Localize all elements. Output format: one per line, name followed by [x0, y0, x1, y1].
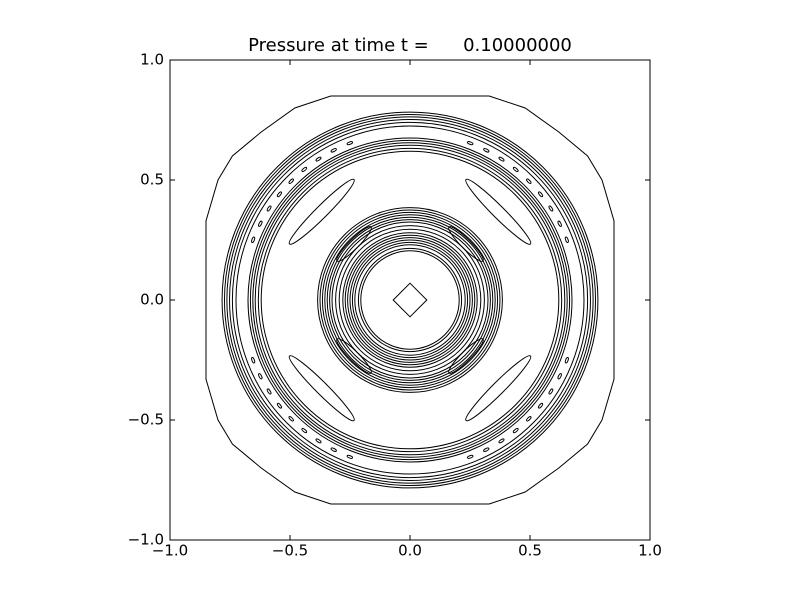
contour-line — [288, 416, 294, 422]
contour-line — [564, 236, 569, 244]
contour-line — [346, 141, 354, 146]
contour-line — [231, 121, 589, 479]
contour-line — [326, 216, 494, 384]
y-tick-label: −0.5 — [128, 411, 164, 429]
contour-set — [205, 95, 615, 505]
contour-line — [315, 156, 322, 162]
contour-line — [301, 166, 308, 172]
x-tick-label: 0.0 — [398, 542, 422, 560]
contour-line — [330, 148, 337, 153]
contour-line — [360, 250, 460, 350]
contour-line — [483, 148, 490, 153]
x-tick-label: −1.0 — [152, 542, 188, 560]
contour-line — [448, 338, 484, 374]
contour-line — [526, 178, 532, 184]
contour-line — [257, 147, 563, 453]
x-tick-label: 1.0 — [638, 542, 662, 560]
contour-line — [226, 116, 594, 484]
contour-line — [288, 178, 294, 184]
contour-line — [247, 137, 573, 463]
contour-line — [538, 191, 544, 198]
contour-line — [512, 428, 519, 434]
contour-line — [319, 209, 501, 391]
contour-line — [249, 139, 571, 461]
contour-line — [288, 355, 355, 422]
contour-line — [498, 156, 505, 162]
contour-line — [335, 225, 485, 375]
contour-line — [344, 234, 476, 366]
contour-line — [336, 226, 372, 262]
contour-line — [557, 373, 562, 380]
contour-line — [205, 95, 615, 505]
contour-line — [252, 142, 568, 458]
contour-line — [342, 232, 478, 368]
contour-line — [336, 338, 372, 374]
contour-line — [466, 454, 474, 459]
contour-line — [448, 226, 484, 262]
contour-line — [301, 428, 308, 434]
contour-line — [329, 219, 491, 381]
contour-line — [324, 214, 496, 386]
contour-line — [557, 220, 562, 227]
contour-line — [251, 236, 256, 244]
contour-line — [315, 438, 322, 444]
contour-line — [266, 205, 272, 212]
contour-line — [483, 447, 490, 452]
contour-line — [258, 373, 263, 380]
contour-line — [276, 402, 282, 409]
contour-line — [338, 228, 482, 372]
contour-line — [258, 220, 263, 227]
contour-line — [465, 178, 532, 245]
contour-line — [498, 438, 505, 444]
contour-line — [346, 454, 354, 459]
contour-line — [317, 207, 503, 393]
x-tick-label: 0.5 — [518, 542, 542, 560]
contour-line — [223, 113, 597, 487]
x-tick-label: −0.5 — [272, 542, 308, 560]
contour-line — [276, 191, 282, 198]
contour-line — [465, 355, 532, 422]
contour-line — [331, 221, 489, 379]
contour-line — [548, 388, 554, 395]
contour-line — [538, 402, 544, 409]
contour-line — [351, 241, 469, 359]
contour-line — [466, 141, 474, 146]
contour-line — [321, 211, 499, 389]
contour-line — [254, 144, 566, 456]
y-tick-label: −1.0 — [128, 531, 164, 549]
chart-title: Pressure at time t = 0.10000000 — [248, 35, 572, 56]
contour-line — [266, 388, 272, 395]
contour-line — [526, 416, 532, 422]
contour-line — [221, 111, 599, 489]
contour-line — [354, 244, 466, 356]
contour-line — [260, 150, 560, 450]
contour-line — [330, 447, 337, 452]
y-tick-label: 0.0 — [140, 291, 164, 309]
contour-line — [288, 178, 355, 245]
contour-line — [357, 247, 463, 353]
contour-line — [512, 166, 519, 172]
contour-line — [564, 356, 569, 364]
contour-line — [235, 125, 585, 475]
y-tick-label: 1.0 — [140, 51, 164, 69]
contour-line — [548, 205, 554, 212]
contour-line — [229, 119, 591, 481]
contour-line — [251, 356, 256, 364]
contour-line — [392, 282, 428, 318]
contour-line — [347, 237, 473, 363]
y-tick-label: 0.5 — [140, 171, 164, 189]
contour-line — [349, 239, 471, 361]
